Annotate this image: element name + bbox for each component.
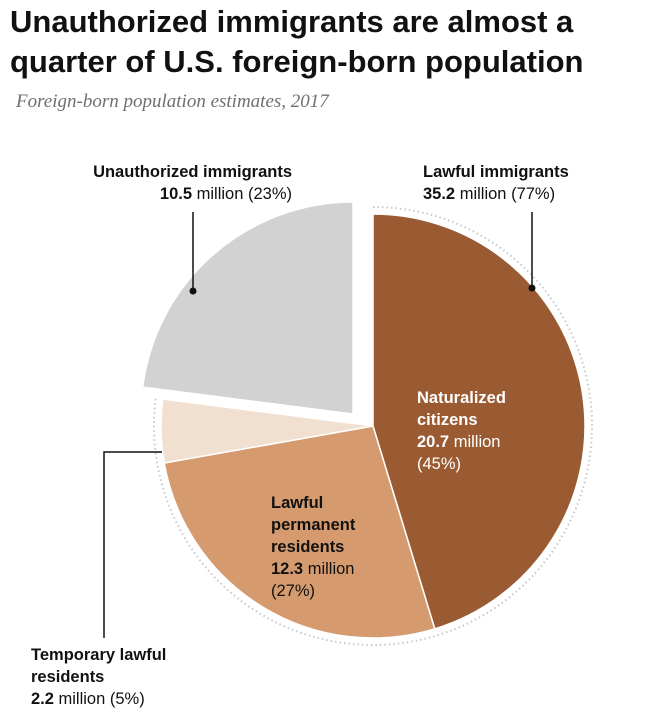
lawful-group-dotted-ring xyxy=(153,206,593,646)
label-naturalized-name-2: citizens xyxy=(417,411,478,429)
label-lawful-name: Lawful immigrants xyxy=(423,163,569,181)
label-temporary: Temporary lawful residents 2.2 million (… xyxy=(31,644,166,710)
label-naturalized-value: 20.7 xyxy=(417,433,450,451)
label-lpr-name-3: residents xyxy=(271,538,345,556)
label-temporary-name-2: residents xyxy=(31,668,105,686)
label-lawful-pct: (77%) xyxy=(506,185,556,203)
label-temporary-value: 2.2 xyxy=(31,690,54,708)
leader-line-temporary xyxy=(103,451,162,638)
label-unauthorized-value: 10.5 xyxy=(159,185,193,203)
label-naturalized-unit: million xyxy=(449,433,501,451)
slice-temporary-lawful-residents xyxy=(160,398,374,464)
leader-dot-unauthorized xyxy=(189,287,197,295)
label-unauthorized-unit: million xyxy=(192,185,244,203)
label-naturalized: Naturalized citizens 20.7 million (45%) xyxy=(417,387,506,475)
chart-subtitle: Foreign-born population estimates, 2017 xyxy=(16,91,329,112)
label-naturalized-name-1: Naturalized xyxy=(417,389,506,407)
chart-title: Unauthorized immigrants are almost a qua… xyxy=(10,4,584,79)
label-unauthorized: Unauthorized immigrants 10.5 million (23… xyxy=(44,161,292,205)
label-lpr-pct: (27%) xyxy=(271,582,316,600)
label-unauthorized-pct: (23%) xyxy=(243,185,292,203)
label-naturalized-pct: (45%) xyxy=(417,455,462,473)
label-lpr-name-2: permanent xyxy=(271,516,356,534)
label-temporary-unit: million xyxy=(53,690,106,708)
slice-unauthorized-immigrants xyxy=(141,201,354,415)
slice-lawful-permanent-residents xyxy=(163,425,436,639)
label-unauthorized-name: Unauthorized immigrants xyxy=(93,163,292,181)
label-lpr-value: 12.3 xyxy=(271,560,304,578)
slice-naturalized-citizens xyxy=(372,213,586,630)
label-lawful-unit: million xyxy=(455,185,507,203)
label-lpr: Lawful permanent residents 12.3 million … xyxy=(271,492,355,602)
label-temporary-name-1: Temporary lawful xyxy=(31,646,167,664)
label-lawful: Lawful immigrants 35.2 million (77%) xyxy=(423,161,569,205)
label-temporary-pct: (5%) xyxy=(105,690,145,708)
leader-dot-lawful xyxy=(528,284,536,292)
label-lpr-unit: million xyxy=(303,560,355,578)
label-lawful-value: 35.2 xyxy=(423,185,456,203)
label-lpr-name-1: Lawful xyxy=(271,494,324,512)
